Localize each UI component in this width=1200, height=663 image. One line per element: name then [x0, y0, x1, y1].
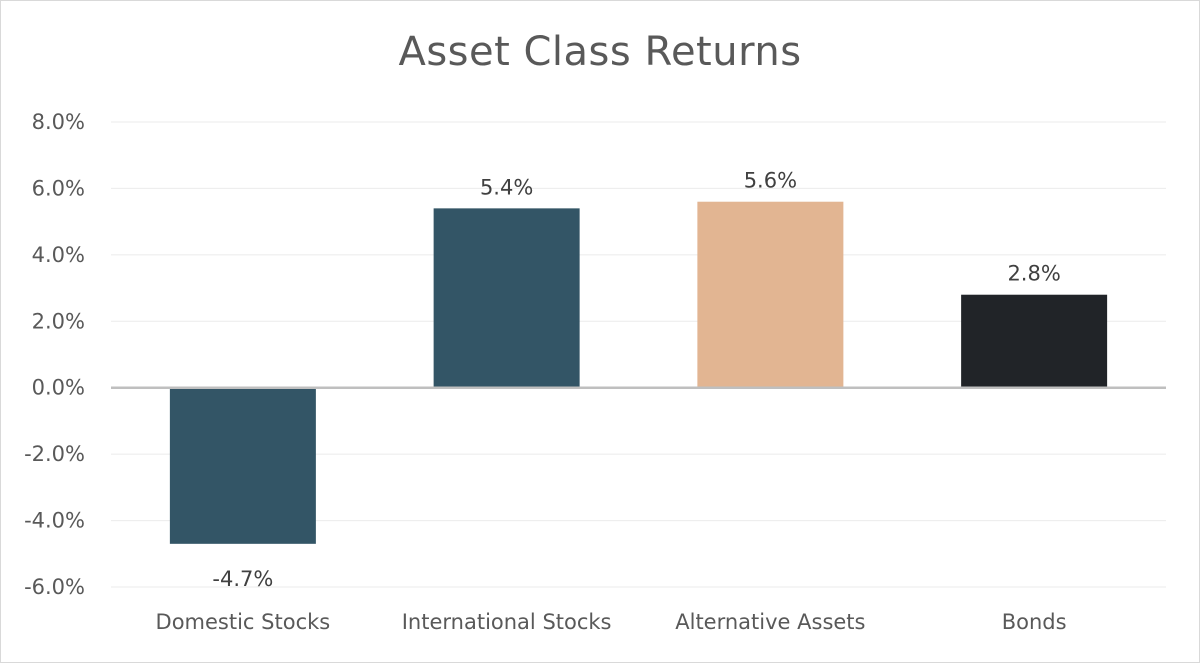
- data-label: -4.7%: [212, 567, 273, 591]
- y-tick-label: -6.0%: [24, 575, 85, 599]
- category-label: Bonds: [1002, 610, 1067, 634]
- data-label: 2.8%: [1007, 262, 1060, 286]
- bar: [961, 294, 1108, 388]
- chart-title: Asset Class Returns: [398, 29, 802, 75]
- y-tick-label: -4.0%: [24, 509, 85, 533]
- bar: [697, 201, 844, 388]
- y-tick-label: 2.0%: [32, 309, 85, 333]
- data-label: 5.6%: [744, 169, 797, 193]
- bar: [433, 208, 580, 388]
- y-tick-label: 4.0%: [32, 243, 85, 267]
- y-tick-label: -2.0%: [24, 442, 85, 466]
- category-label: Domestic Stocks: [156, 610, 331, 634]
- y-tick-label: 8.0%: [32, 110, 85, 134]
- data-label: 5.4%: [480, 175, 533, 199]
- category-label: Alternative Assets: [675, 610, 865, 634]
- bar: [169, 387, 316, 544]
- y-tick-label: 0.0%: [32, 376, 85, 400]
- category-label: International Stocks: [402, 610, 612, 634]
- y-tick-label: 6.0%: [32, 176, 85, 200]
